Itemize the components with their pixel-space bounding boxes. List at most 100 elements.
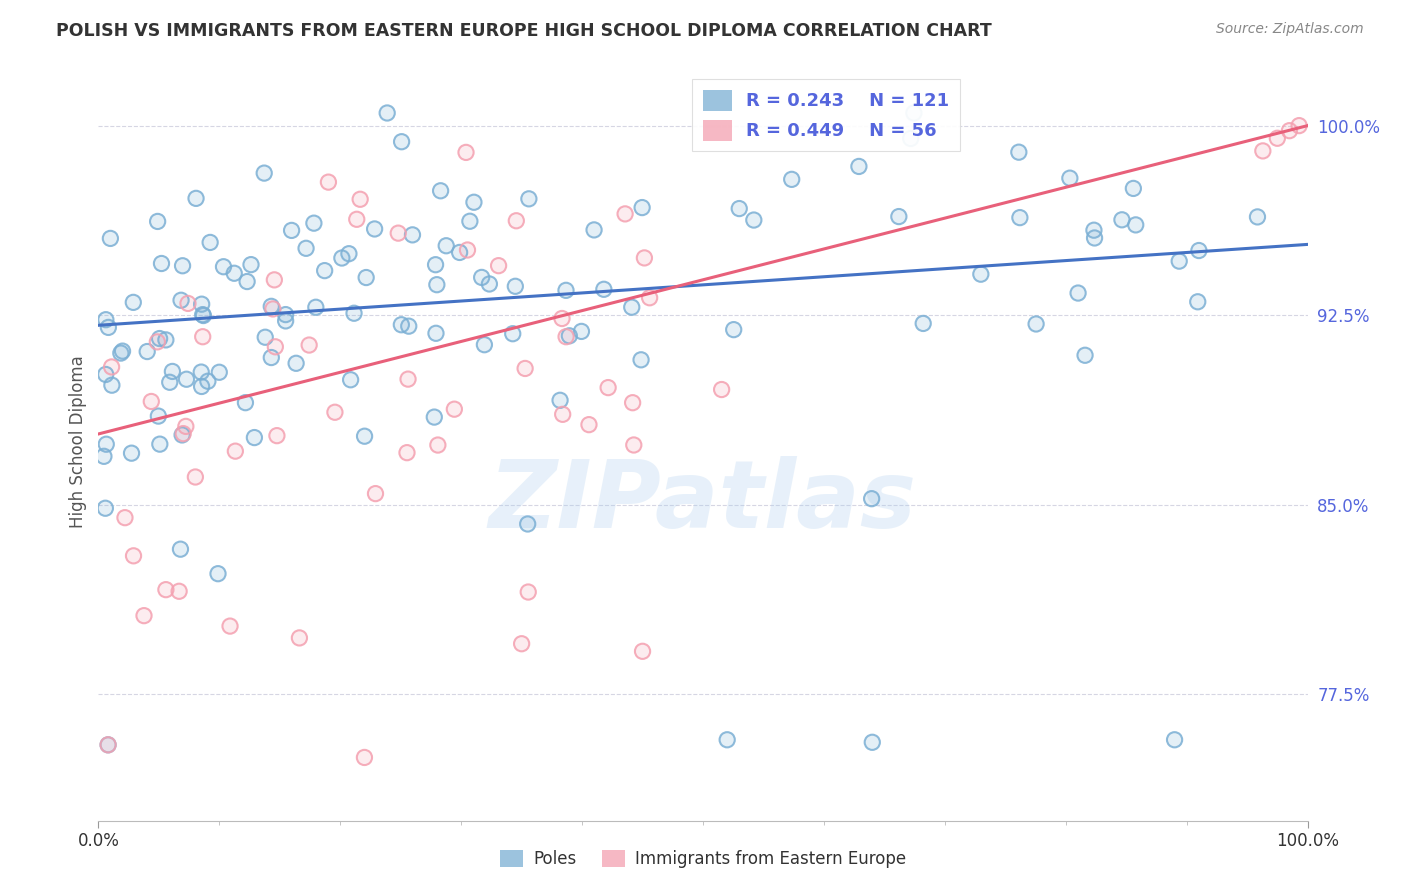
Point xyxy=(638,291,661,305)
Point xyxy=(860,735,883,749)
Point xyxy=(354,270,377,285)
Point xyxy=(620,300,643,314)
Point xyxy=(136,344,159,359)
Point xyxy=(1168,254,1191,268)
Point xyxy=(93,450,115,464)
Point xyxy=(169,542,191,557)
Point xyxy=(621,395,644,409)
Point xyxy=(176,372,198,386)
Point xyxy=(343,306,366,320)
Point xyxy=(516,516,538,531)
Point xyxy=(630,352,652,367)
Point xyxy=(111,344,134,359)
Point xyxy=(631,644,654,658)
Point xyxy=(723,323,745,337)
Point xyxy=(122,295,145,310)
Point xyxy=(449,245,471,260)
Point xyxy=(900,131,922,145)
Point xyxy=(463,195,485,210)
Point xyxy=(425,258,447,272)
Point xyxy=(264,340,287,354)
Point xyxy=(1059,171,1081,186)
Point xyxy=(177,296,200,310)
Legend: R = 0.243    N = 121, R = 0.449    N = 56: R = 0.243 N = 121, R = 0.449 N = 56 xyxy=(692,79,960,152)
Point xyxy=(1288,119,1310,133)
Point xyxy=(176,372,198,386)
Point xyxy=(235,395,257,409)
Point xyxy=(592,282,614,296)
Point xyxy=(583,223,606,237)
Point xyxy=(243,431,266,445)
Point xyxy=(551,311,574,326)
Point xyxy=(339,373,361,387)
Point xyxy=(243,431,266,445)
Point xyxy=(364,486,387,500)
Point xyxy=(191,308,214,322)
Point xyxy=(623,438,645,452)
Point xyxy=(1008,145,1031,160)
Point xyxy=(1025,317,1047,331)
Point xyxy=(1008,145,1031,160)
Point xyxy=(1278,124,1301,138)
Point xyxy=(146,214,169,228)
Point xyxy=(1074,348,1097,362)
Point xyxy=(471,270,494,285)
Point xyxy=(434,239,457,253)
Point xyxy=(280,223,302,237)
Point xyxy=(136,344,159,359)
Point xyxy=(1111,212,1133,227)
Point xyxy=(516,516,538,531)
Point xyxy=(1267,131,1289,145)
Point xyxy=(172,259,194,273)
Point xyxy=(177,296,200,310)
Point xyxy=(398,319,420,334)
Point xyxy=(190,379,212,393)
Point xyxy=(172,259,194,273)
Point xyxy=(172,428,194,442)
Point xyxy=(170,293,193,308)
Point xyxy=(555,329,578,343)
Point xyxy=(502,326,524,341)
Point xyxy=(555,329,578,343)
Point xyxy=(191,308,214,322)
Point xyxy=(458,214,481,228)
Point xyxy=(429,184,451,198)
Point xyxy=(391,135,413,149)
Point xyxy=(295,241,318,255)
Point xyxy=(1163,732,1185,747)
Point xyxy=(212,260,235,274)
Point xyxy=(1187,294,1209,309)
Point xyxy=(620,300,643,314)
Point xyxy=(94,501,117,516)
Point xyxy=(184,470,207,484)
Point xyxy=(274,308,297,322)
Point xyxy=(426,438,449,452)
Point xyxy=(423,410,446,425)
Point xyxy=(912,317,935,331)
Point xyxy=(264,340,287,354)
Point xyxy=(266,428,288,442)
Point xyxy=(110,346,132,360)
Point xyxy=(343,306,366,320)
Point xyxy=(1278,124,1301,138)
Point xyxy=(425,326,447,341)
Point xyxy=(1008,211,1031,225)
Point xyxy=(716,732,738,747)
Point xyxy=(633,251,655,265)
Point xyxy=(167,584,190,599)
Point xyxy=(197,374,219,388)
Point xyxy=(426,438,449,452)
Point xyxy=(97,738,120,752)
Point xyxy=(558,328,581,343)
Point xyxy=(970,267,993,281)
Point xyxy=(423,410,446,425)
Point xyxy=(323,405,346,419)
Point xyxy=(363,222,385,236)
Point xyxy=(193,309,215,323)
Point xyxy=(122,549,145,563)
Point xyxy=(260,351,283,365)
Point xyxy=(1008,211,1031,225)
Point xyxy=(454,145,477,160)
Point xyxy=(318,175,340,189)
Point xyxy=(387,226,409,240)
